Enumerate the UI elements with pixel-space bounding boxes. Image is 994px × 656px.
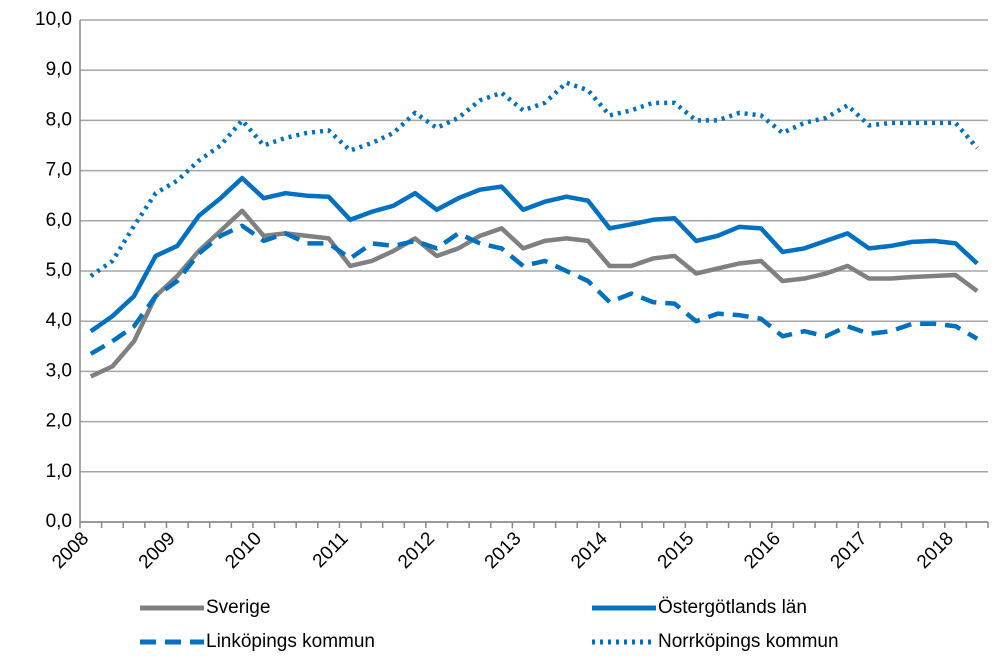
x-tick-label: 2010 — [221, 528, 266, 573]
series-line — [89, 175, 979, 334]
y-tick-label: 10,0 — [35, 9, 72, 30]
series-line — [89, 80, 979, 278]
y-tick-label: 8,0 — [46, 109, 72, 130]
x-tick-label: 2008 — [48, 528, 93, 573]
x-tick-label: 2016 — [740, 528, 785, 573]
y-tick-label: 9,0 — [46, 59, 72, 80]
series-line — [89, 208, 979, 379]
x-tick-label: 2017 — [827, 528, 872, 573]
y-tick-label: 4,0 — [46, 310, 72, 331]
x-tick-label: 2009 — [135, 528, 180, 573]
x-tick-label: 2014 — [567, 528, 612, 573]
y-tick-label: 7,0 — [46, 160, 72, 181]
y-tick-label: 1,0 — [46, 461, 72, 482]
legend-label: Sverige — [206, 597, 270, 618]
x-tick-label: 2012 — [394, 528, 439, 573]
legend-label: Norrköpings kommun — [658, 631, 839, 652]
x-tick-label: 2015 — [654, 528, 699, 573]
y-tick-label: 3,0 — [46, 360, 72, 381]
series-line — [89, 223, 979, 356]
legend-label: Linköpings kommun — [206, 631, 375, 652]
legend-label: Östergötlands län — [658, 597, 807, 618]
y-tick-label: 6,0 — [46, 210, 72, 231]
x-tick-label: 2018 — [913, 528, 958, 573]
x-tick-label: 2011 — [309, 528, 353, 572]
y-tick-label: 2,0 — [46, 411, 72, 432]
x-tick-label: 2013 — [481, 528, 526, 573]
y-tick-label: 5,0 — [46, 260, 72, 281]
y-tick-label: 0,0 — [46, 511, 72, 532]
